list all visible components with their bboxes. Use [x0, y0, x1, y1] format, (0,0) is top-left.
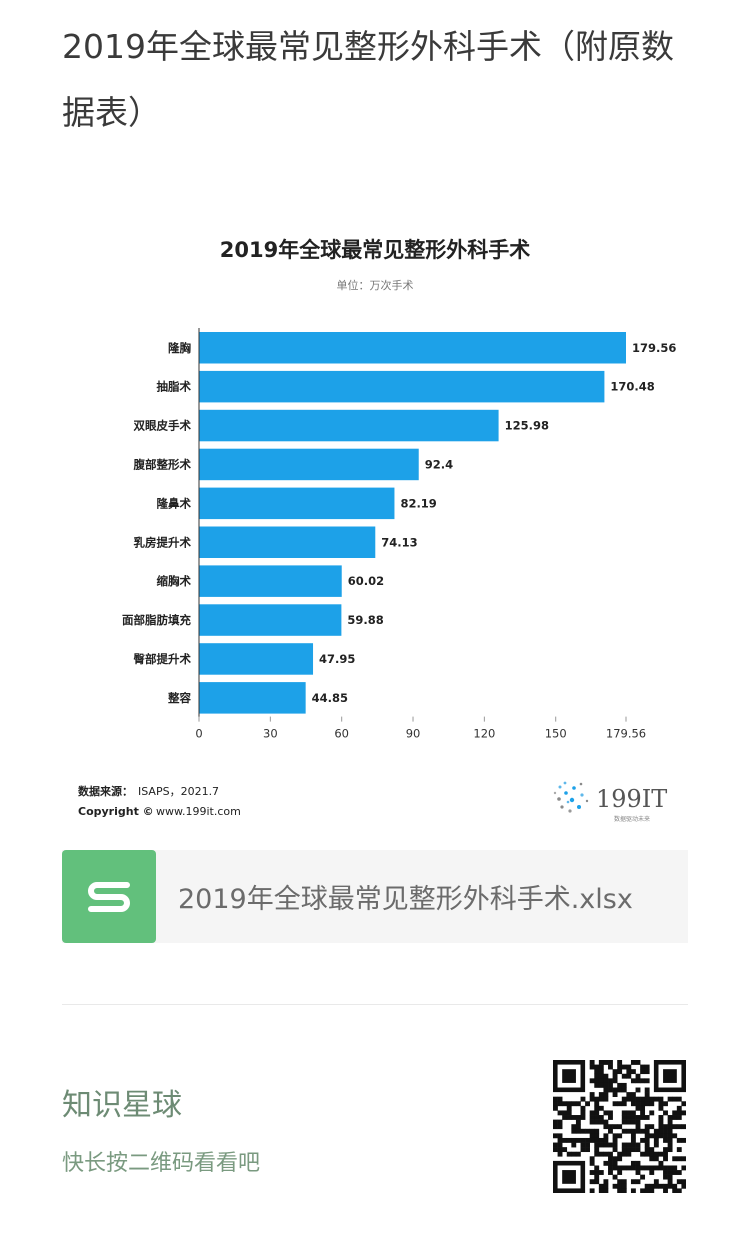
axis-layer: 0 30 60 90 120 150 179.56 [195, 328, 646, 741]
category-label: 缩胸术 [157, 574, 192, 588]
category-label: 腹部整形术 [134, 457, 192, 471]
brand-logo: 199IT [596, 785, 667, 813]
attachment-file-card[interactable]: 2019年全球最常见整形外科手术.xlsx [62, 850, 688, 943]
bar [199, 643, 314, 675]
bar [199, 487, 395, 520]
planet-name: 知识星球 [62, 1088, 182, 1123]
chart-subtitle: 单位：万次手术 [337, 278, 414, 292]
section-divider [62, 1004, 688, 1005]
copyright-value: www.199it.com [156, 805, 241, 818]
value-label: 47.95 [319, 652, 355, 666]
bar [199, 448, 419, 481]
category-label: 乳房提升术 [134, 535, 192, 549]
value-label: 60.02 [348, 574, 384, 588]
category-label: 臀部提升术 [134, 652, 192, 666]
category-label: 面部脂肪填充 [122, 613, 191, 627]
x-tick-label: 179.56 [606, 727, 646, 741]
qr-code-icon[interactable] [553, 1060, 687, 1194]
bar [199, 682, 306, 714]
value-label: 44.85 [312, 691, 348, 705]
bar-chart: 2019年全球最常见整形外科手术 单位：万次手术 隆胸 179.56 抽脂术 170.… [78, 238, 676, 823]
bar [199, 370, 605, 403]
bar [199, 526, 376, 558]
bar [199, 332, 626, 364]
x-tick-label: 30 [263, 727, 278, 741]
chart-footer: 数据来源： ISAPS，2021.7 Copyright © www.199it… [78, 781, 667, 823]
x-tick-label: 0 [195, 727, 202, 741]
category-label: 隆胸 [168, 341, 191, 355]
brand-tagline: 数据驱动未来 [614, 815, 650, 823]
chart-card: 2019年全球最常见整形外科手术 单位：万次手术 隆胸 179.56 抽脂术 170.… [62, 215, 692, 835]
bar [199, 409, 499, 442]
category-label: 双眼皮手术 [133, 419, 192, 433]
bars-layer: 隆胸 179.56 抽脂术 170.48 双眼皮手术 125.98 腹部整形术 92.4 隆鼻术… [122, 332, 676, 714]
x-tick-label: 150 [545, 727, 567, 741]
copyright-label: Copyright © [78, 805, 154, 818]
chart-title: 2019年全球最常见整形外科手术 [220, 238, 530, 262]
value-label: 59.88 [347, 613, 383, 627]
value-label: 92.4 [425, 457, 453, 471]
value-label: 82.19 [400, 496, 436, 510]
category-label: 隆鼻术 [157, 496, 192, 510]
brand-logo-mark-icon [553, 781, 589, 813]
source-value: ISAPS，2021.7 [138, 785, 219, 798]
value-label: 74.13 [381, 535, 417, 549]
bar [199, 565, 342, 597]
page-title: 2019年全球最常见整形外科手术（附原数据表） [62, 27, 674, 132]
value-label: 170.48 [610, 380, 654, 394]
category-label: 抽脂术 [157, 380, 192, 394]
planet-hint: 快长按二维码看看吧 [62, 1151, 261, 1176]
value-label: 179.56 [632, 341, 676, 355]
x-tick-label: 60 [334, 727, 349, 741]
source-label: 数据来源： [78, 784, 133, 798]
spreadsheet-s-icon [62, 850, 156, 943]
bar [199, 604, 342, 636]
attachment-file-name: 2019年全球最常见整形外科手术.xlsx [178, 884, 633, 915]
category-label: 整容 [167, 691, 191, 705]
x-tick-label: 90 [406, 727, 421, 741]
x-tick-label: 120 [473, 727, 495, 741]
value-label: 125.98 [505, 419, 549, 433]
